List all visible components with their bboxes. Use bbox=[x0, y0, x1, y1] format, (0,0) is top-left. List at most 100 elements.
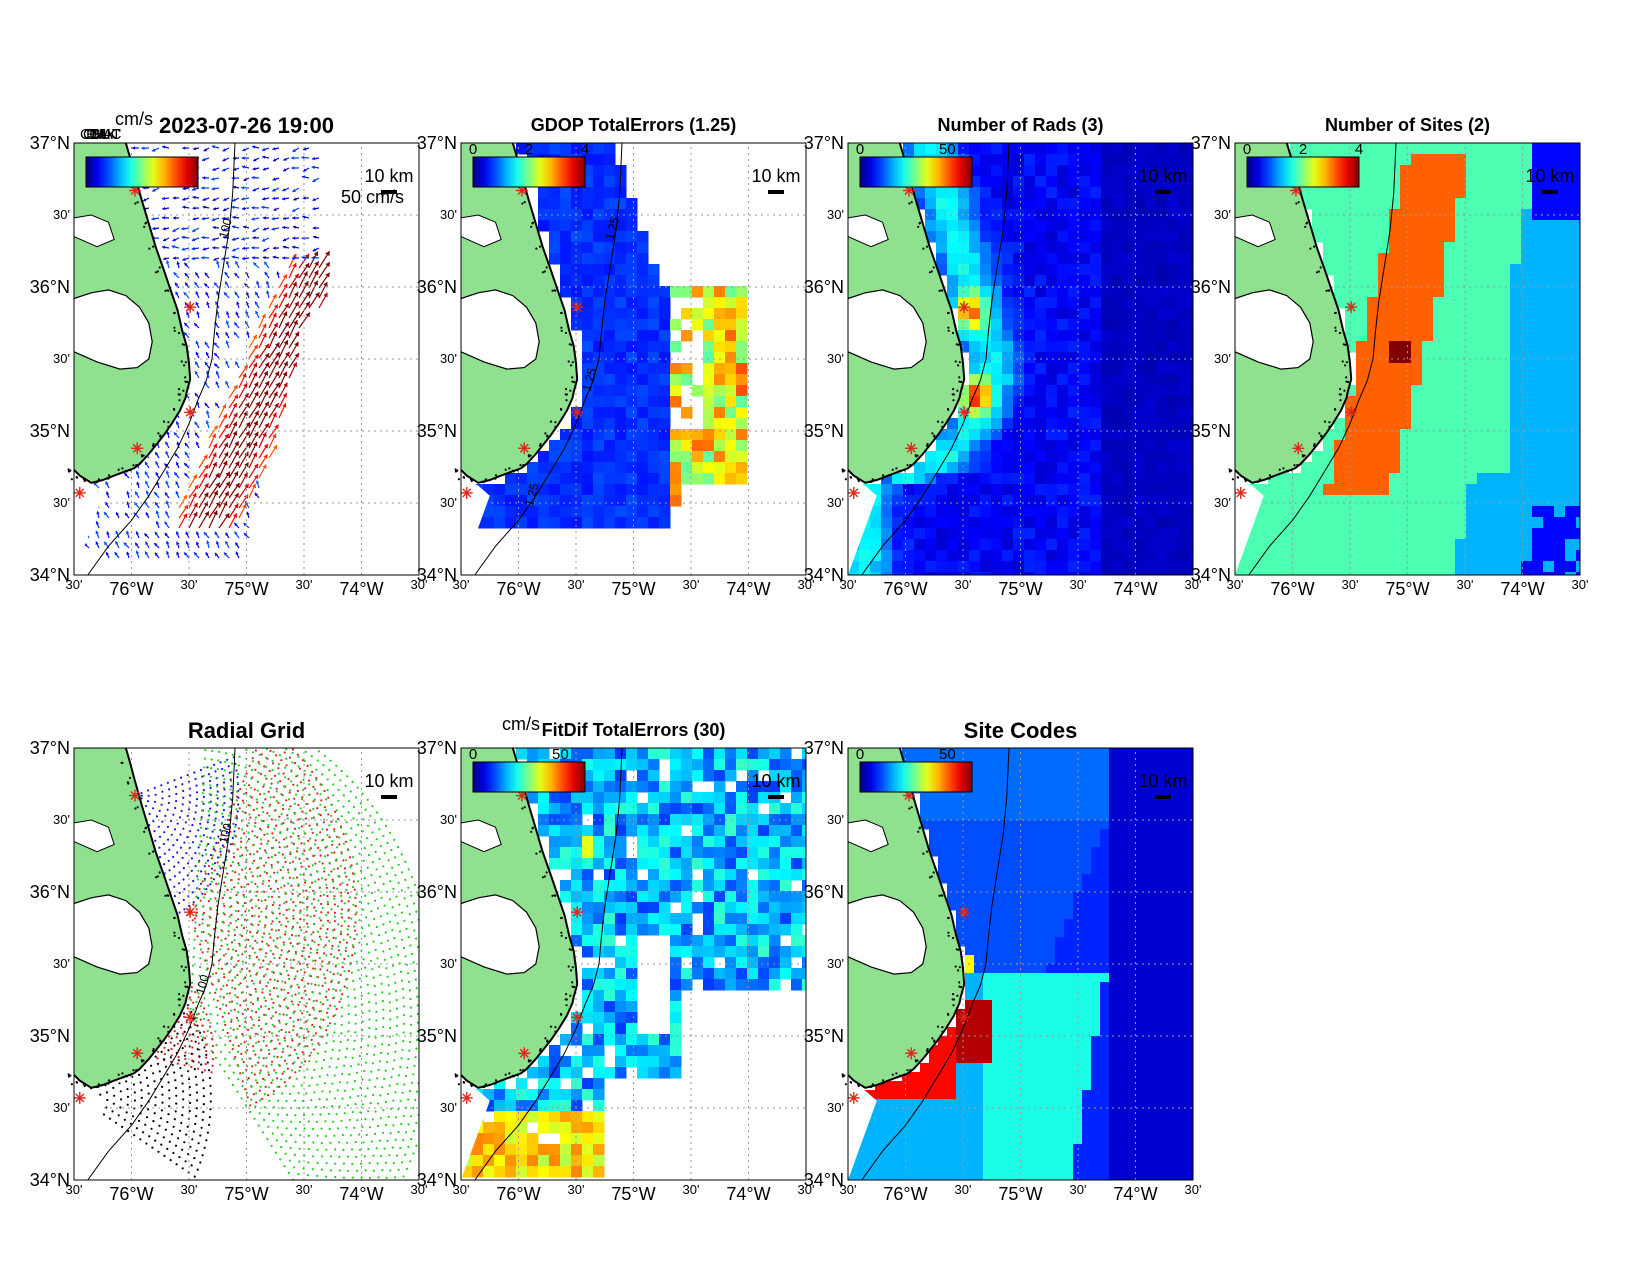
heatmap-cell bbox=[1123, 308, 1135, 320]
radial-grid-point bbox=[245, 792, 247, 794]
heatmap-cell bbox=[1167, 286, 1179, 298]
coast-dot bbox=[566, 393, 568, 395]
heatmap-cell bbox=[725, 297, 737, 309]
radial-grid-point bbox=[316, 952, 318, 954]
heatmap-cell bbox=[1411, 176, 1423, 188]
heatmap-cell bbox=[1046, 506, 1058, 518]
radial-grid-point bbox=[178, 882, 180, 884]
heatmap-cell bbox=[1532, 242, 1544, 254]
heatmap-cell bbox=[1290, 473, 1302, 485]
heatmap-cell bbox=[1057, 462, 1069, 474]
heatmap-cell bbox=[1123, 506, 1135, 518]
radial-grid-point bbox=[237, 862, 239, 864]
heatmap-cell bbox=[1433, 220, 1445, 232]
coast-dot bbox=[1343, 390, 1345, 392]
heatmap-cell bbox=[1444, 363, 1456, 375]
heatmap-cell bbox=[1035, 330, 1047, 342]
radial-grid-point bbox=[168, 849, 170, 851]
radial-grid-point bbox=[167, 839, 169, 841]
radial-grid-point bbox=[306, 964, 308, 966]
heatmap-cell bbox=[615, 286, 627, 298]
lon-tick-label: 76°W bbox=[496, 579, 540, 599]
radial-grid-point bbox=[182, 803, 184, 805]
heatmap-cell bbox=[1145, 473, 1157, 485]
coast-dot bbox=[948, 330, 950, 332]
lat-tick-label: 34°N bbox=[30, 565, 70, 585]
radial-grid-point bbox=[327, 911, 329, 913]
heatmap-cell bbox=[1345, 506, 1357, 518]
heatmap-cell bbox=[1499, 297, 1511, 309]
heatmap-cell bbox=[1167, 484, 1179, 496]
heatmap-cell bbox=[549, 220, 561, 232]
scale-bar-label: 10 km bbox=[751, 166, 800, 186]
radial-grid-point bbox=[174, 895, 176, 897]
heatmap-cell bbox=[714, 440, 726, 452]
heatmap-cell bbox=[1499, 517, 1511, 529]
heatmap-cell bbox=[1167, 506, 1179, 518]
radial-grid-point bbox=[232, 843, 234, 845]
radial-grid-point bbox=[268, 1031, 270, 1033]
heatmap-cell bbox=[969, 363, 981, 375]
heatmap-cell bbox=[615, 264, 627, 276]
radial-grid-point bbox=[327, 903, 329, 905]
heatmap-cell bbox=[1510, 363, 1522, 375]
heatmap-cell bbox=[1123, 154, 1135, 166]
heatmap-cell bbox=[1301, 561, 1313, 573]
heatmap-cell bbox=[1488, 396, 1500, 408]
heatmap-cell bbox=[1178, 396, 1190, 408]
radial-grid-point bbox=[265, 1045, 267, 1047]
heatmap-cell bbox=[1079, 220, 1091, 232]
heatmap-cell bbox=[1079, 363, 1091, 375]
coast-dot bbox=[159, 435, 161, 437]
radial-grid-point bbox=[272, 904, 274, 906]
heatmap-cell bbox=[1488, 341, 1500, 353]
heatmap-cell bbox=[615, 352, 627, 364]
radial-grid-point bbox=[244, 902, 246, 904]
heatmap-cell bbox=[1554, 286, 1566, 298]
heatmap-cell bbox=[615, 385, 627, 397]
heatmap-cell bbox=[1156, 154, 1168, 166]
heatmap-cell bbox=[1543, 264, 1555, 276]
heatmap-cell bbox=[1356, 330, 1368, 342]
heatmap-cell bbox=[1378, 407, 1390, 419]
heatmap-cell bbox=[1167, 396, 1179, 408]
heatmap-cell bbox=[1112, 176, 1124, 188]
heatmap-cell bbox=[936, 484, 948, 496]
heatmap-cell bbox=[1389, 198, 1401, 210]
heatmap-cell bbox=[1046, 187, 1058, 199]
colorbar bbox=[860, 157, 972, 187]
heatmap-cell bbox=[1123, 341, 1135, 353]
radial-grid-point bbox=[141, 795, 143, 797]
heatmap-cell bbox=[1024, 495, 1036, 507]
heatmap-cell bbox=[1090, 165, 1102, 177]
radial-grid-point bbox=[207, 885, 209, 887]
heatmap-cell bbox=[1466, 341, 1478, 353]
heatmap-cell bbox=[1002, 242, 1014, 254]
lat-tick-label: 34°N bbox=[804, 565, 844, 585]
heatmap-cell bbox=[1477, 220, 1489, 232]
heatmap-cell bbox=[969, 330, 981, 342]
heatmap-cell bbox=[637, 506, 649, 518]
heatmap-cell bbox=[1543, 506, 1555, 518]
heatmap-cell bbox=[648, 462, 660, 474]
heatmap-cell bbox=[1356, 275, 1368, 287]
heatmap-cell bbox=[1422, 561, 1434, 573]
heatmap-cell bbox=[1090, 198, 1102, 210]
heatmap-cell bbox=[1123, 143, 1135, 155]
heatmap-cell bbox=[648, 264, 660, 276]
heatmap-cell bbox=[1101, 407, 1113, 419]
heatmap-cell bbox=[1477, 418, 1489, 430]
heatmap-cell bbox=[670, 396, 682, 408]
heatmap-cell bbox=[1013, 352, 1025, 364]
radial-grid-point bbox=[297, 1004, 299, 1006]
heatmap-cell bbox=[604, 154, 616, 166]
radial-grid-point bbox=[323, 952, 325, 954]
heatmap-cell bbox=[1345, 187, 1357, 199]
heatmap-cell bbox=[582, 396, 594, 408]
heatmap-cell bbox=[1565, 407, 1577, 419]
radial-grid-point bbox=[309, 825, 311, 827]
radial-grid-point bbox=[327, 920, 329, 922]
heatmap-cell bbox=[1389, 484, 1401, 496]
heatmap-cell bbox=[1488, 418, 1500, 430]
heatmap-cell bbox=[1090, 220, 1102, 232]
